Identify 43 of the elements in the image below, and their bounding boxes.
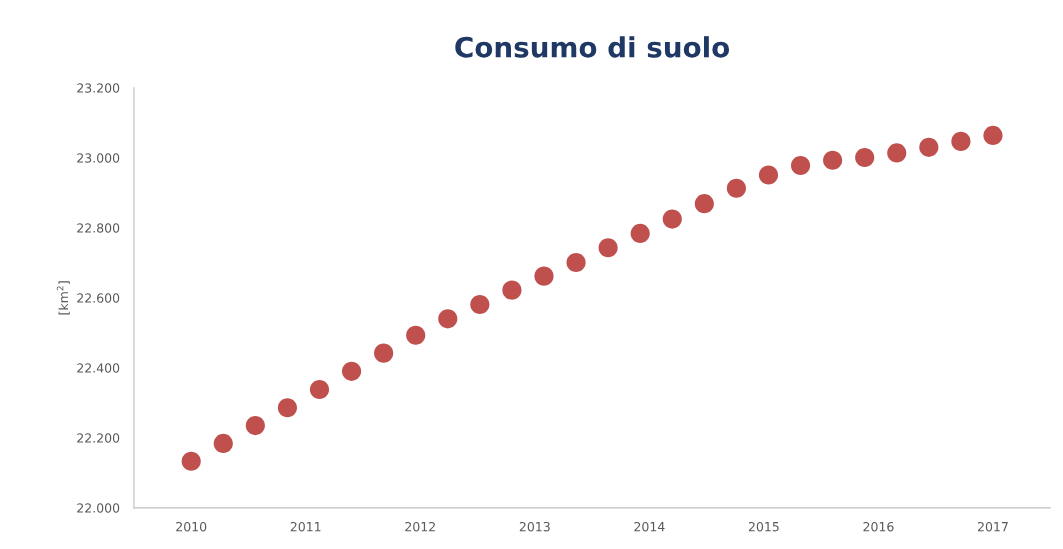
x-tick-label: 2015 [748, 521, 779, 532]
point [694, 194, 714, 214]
x-tick-label: 2011 [290, 521, 321, 532]
point [662, 209, 682, 229]
point [309, 379, 330, 400]
point [630, 223, 650, 244]
point [245, 416, 265, 436]
y-tick-label: 22.800 [77, 223, 120, 233]
point [406, 325, 426, 345]
point [951, 131, 971, 151]
point [374, 343, 394, 363]
chart-title: Consumo di suolo [455, 36, 730, 58]
point [438, 309, 458, 329]
y-tick-label: 23.200 [77, 83, 120, 93]
point [470, 294, 490, 315]
y-tick-label: 23.000 [77, 153, 120, 163]
x-tick-label: 2014 [634, 521, 665, 532]
y-tick-label: 22.400 [77, 363, 120, 373]
y-tick-label: 22.600 [77, 293, 120, 303]
point [887, 143, 907, 163]
point [277, 398, 297, 418]
point [823, 150, 843, 170]
y-tick-label: 22.000 [77, 503, 120, 513]
point [341, 361, 362, 381]
point [790, 155, 811, 176]
x-tick-label: 2016 [863, 521, 894, 532]
point [534, 266, 554, 286]
point [566, 252, 586, 273]
x-tick-label: 2017 [977, 521, 1008, 532]
point [983, 125, 1003, 146]
point [502, 280, 522, 300]
point [181, 451, 201, 471]
y-tick-label: 22.200 [77, 433, 120, 443]
point [213, 433, 233, 453]
point [598, 238, 618, 258]
x-tick-label: 2013 [519, 521, 550, 532]
point [726, 178, 746, 198]
point [855, 147, 875, 168]
point [919, 137, 939, 157]
x-tick-label: 2010 [176, 521, 207, 532]
y-axis-title: [km$^{2}$] [56, 281, 70, 315]
x-tick-label: 2012 [405, 521, 435, 532]
point [758, 165, 779, 185]
